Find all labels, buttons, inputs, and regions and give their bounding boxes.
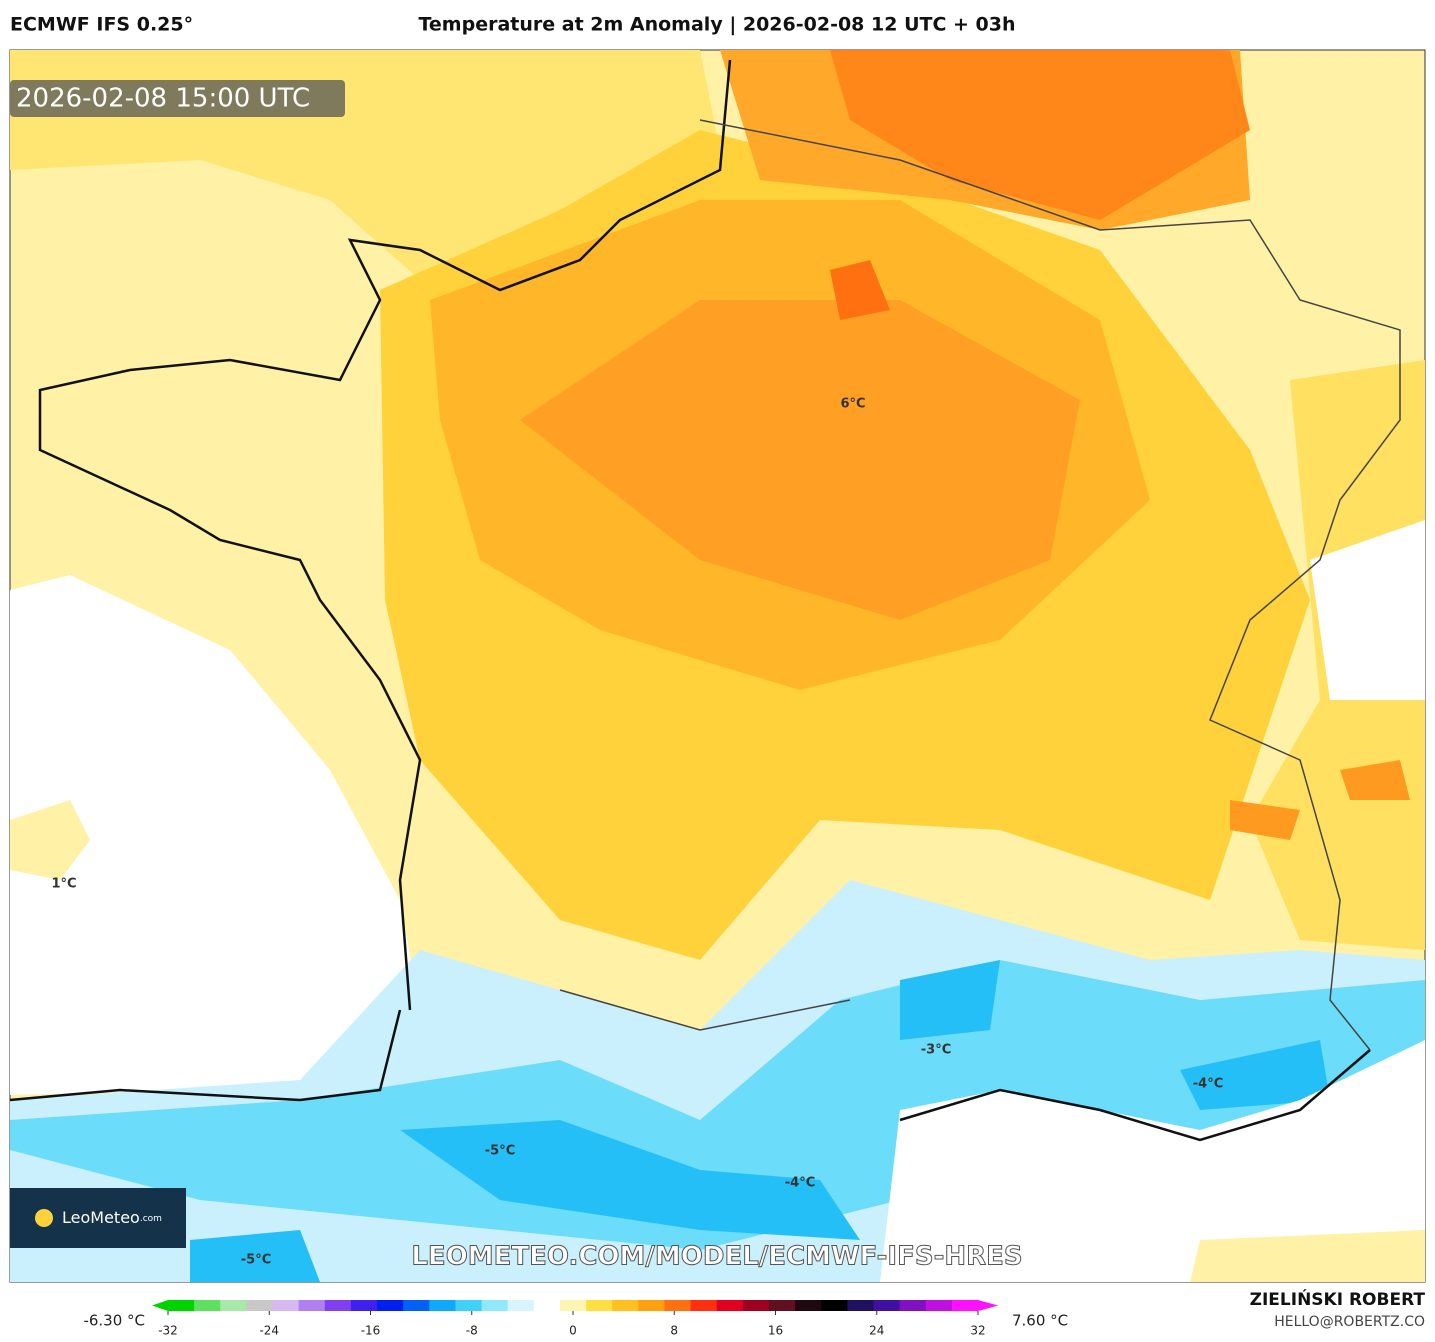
colorbar-segment: [455, 1300, 483, 1311]
colorbar-segment: [925, 1300, 953, 1311]
colorbar-segment: [246, 1300, 274, 1311]
colorbar-segment: [768, 1300, 796, 1311]
colorbar-segment: [403, 1300, 430, 1311]
colorbar-segment: [533, 1300, 561, 1311]
colorbar-segment: [951, 1300, 979, 1311]
colorbar-segment: [272, 1300, 300, 1311]
colorbar-segment: [795, 1300, 822, 1311]
max-label: 7.60 °C: [1012, 1312, 1068, 1330]
colorbar-tick-label: -8: [466, 1324, 478, 1338]
colorbar-segment: [899, 1300, 927, 1311]
author: ZIELIŃSKI ROBERT: [1250, 1288, 1426, 1310]
map-label: -4°C: [1193, 1077, 1223, 1092]
timestamp: 2026-02-08 15:00 UTC: [16, 84, 310, 114]
colorbar-segment: [559, 1300, 587, 1311]
colorbar-segment: [350, 1300, 378, 1311]
colorbar-segment: [638, 1300, 665, 1311]
map-title: Temperature at 2m Anomaly | 2026-02-08 1…: [418, 14, 1015, 36]
map-label: -3°C: [921, 1043, 951, 1058]
colorbar-segment: [664, 1300, 692, 1311]
colorbar-segment: [298, 1300, 326, 1311]
colorbar-tick-label: -16: [361, 1324, 381, 1338]
map-label: 6°C: [840, 397, 865, 412]
watermark: LEOMETEO.COM/MODEL/ECMWF-IFS-HRES: [411, 1242, 1022, 1272]
colorbar-tick-label: 8: [670, 1324, 678, 1338]
map-label: -4°C: [785, 1176, 815, 1191]
map: 2026-02-08 15:00 UTC LEOMETEO.COM/MODEL/…: [9, 49, 1426, 1283]
logo-name: LeoMeteo: [62, 1208, 140, 1227]
colorbar-tick-label: -24: [259, 1324, 279, 1338]
colorbar-tick-label: 32: [970, 1324, 985, 1338]
contact: HELLO@ROBERTZ.CO: [1274, 1314, 1425, 1330]
colorbar-arrow-low: [152, 1300, 168, 1311]
colorbar-segment: [873, 1300, 901, 1311]
colorbar-segment: [586, 1300, 613, 1311]
map-label: -5°C: [485, 1144, 515, 1159]
colorbar-tick-label: -32: [158, 1324, 178, 1338]
colorbar-segment: [194, 1300, 221, 1311]
colorbar-segment: [324, 1300, 352, 1311]
colorbar-segment: [716, 1300, 744, 1311]
colorbar-segment: [742, 1300, 770, 1311]
colorbar-tick-label: 24: [869, 1324, 884, 1338]
colorbar-segment: [507, 1300, 535, 1311]
colorbar-tick-label: 16: [768, 1324, 783, 1338]
colorbar-tick-label: 0: [569, 1324, 577, 1338]
colorbar-segment: [220, 1300, 247, 1311]
colorbar-segment: [690, 1300, 718, 1311]
colorbar-segment: [847, 1300, 874, 1311]
colorbar-segment: [377, 1300, 404, 1311]
model-name: ECMWF IFS 0.25°: [10, 14, 193, 36]
svg-text:LeoMeteo.com: LeoMeteo.com: [62, 1208, 162, 1227]
colorbar-arrow-high: [978, 1300, 998, 1311]
map-label: -5°C: [241, 1253, 271, 1268]
logo-suffix: .com: [140, 1214, 162, 1224]
colorbar-segment: [612, 1300, 639, 1311]
min-label: -6.30 °C: [83, 1312, 145, 1330]
map-label: 1°C: [51, 877, 76, 892]
colorbar-segment: [821, 1300, 848, 1311]
colorbar-segment: [168, 1300, 195, 1311]
colorbar-segment: [429, 1300, 456, 1311]
colorbar-segment: [481, 1300, 509, 1311]
